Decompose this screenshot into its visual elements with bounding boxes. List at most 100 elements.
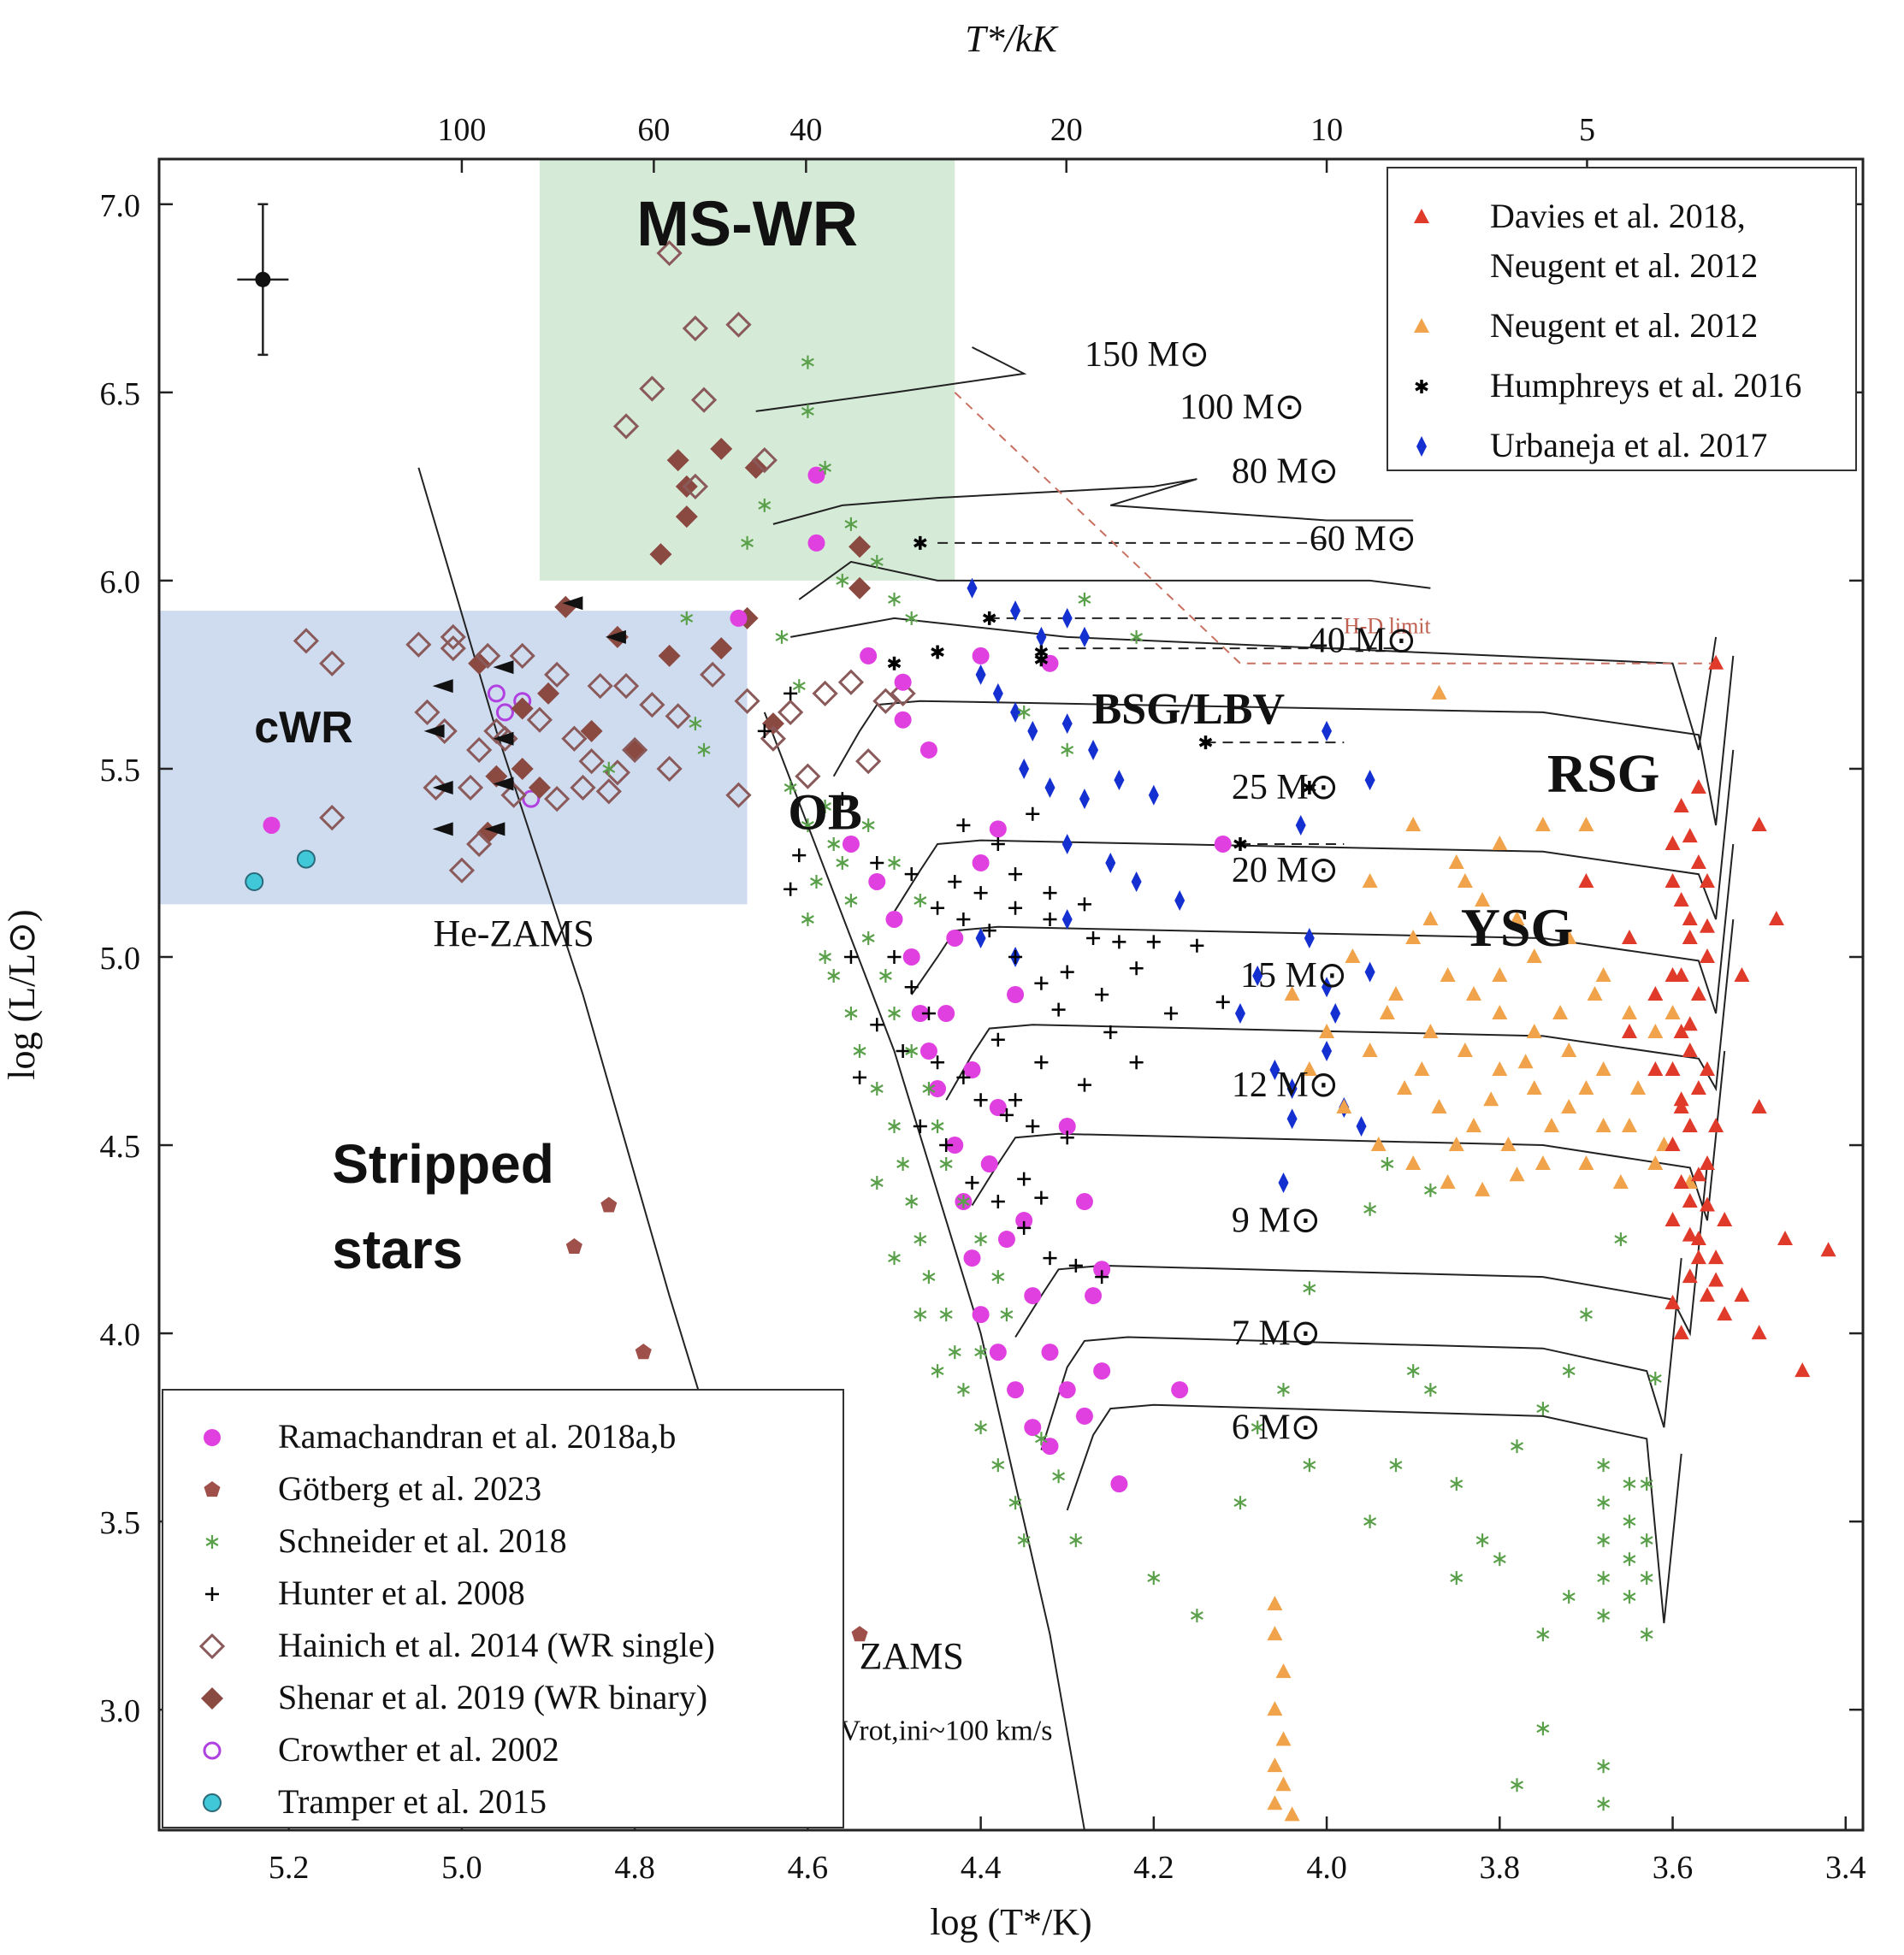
neugent-et-al-2012-point: [1483, 1091, 1499, 1107]
neugent-et-al-2012-point: [1534, 816, 1551, 831]
hunter-et-al-2008-point: [1129, 1055, 1144, 1070]
schneider-et-al-2018-point: [1597, 1609, 1611, 1623]
label-bsg-lbv: BSG/LBV: [1092, 685, 1285, 734]
neugent-et-al-2012-point: [1595, 966, 1611, 982]
hainich-et-al-2014-wr-single-point: [890, 680, 916, 707]
neugent-et-al-2012-point: [1465, 986, 1481, 1001]
neugent-et-al-2012-point: [1422, 1024, 1439, 1039]
ramachandran-et-al-2018a-b-point: [1171, 1381, 1189, 1399]
humphreys-et-al-2016-point: [1233, 837, 1247, 851]
y-tick-label: 4.5: [100, 1129, 141, 1165]
urbaneja-et-al-2017-point: [1148, 784, 1159, 806]
hunter-et-al-2008-point: [999, 1107, 1014, 1122]
schneider-et-al-2018-point: [888, 1119, 901, 1133]
legend-bottom-left-box: [162, 1389, 844, 1828]
davies-et-al-2018-neugent-et-al-2012-point: [1665, 872, 1681, 888]
evolution-track-60-msun: [798, 560, 1431, 600]
ramachandran-et-al-2018a-b-point: [868, 872, 886, 890]
ramachandran-et-al-2018a-b-point: [963, 1249, 981, 1267]
ramachandran-et-al-2018a-b-point: [1093, 1362, 1111, 1380]
schneider-et-al-2018-point: [939, 1157, 953, 1171]
hunter-et-al-2008-point: [783, 686, 798, 700]
davies-et-al-2018-neugent-et-al-2012-point: [1717, 1306, 1733, 1321]
track-label: 80 M⊙: [1232, 452, 1339, 491]
top-tick-label: 10: [1310, 112, 1343, 148]
neugent-et-al-2012-point: [1517, 1054, 1534, 1069]
neugent-et-al-2012-point: [1422, 910, 1439, 925]
humphreys-et-al-2016-point: [887, 656, 902, 670]
hunter-et-al-2008-point: [1112, 935, 1126, 949]
schneider-et-al-2018-point: [1623, 1590, 1636, 1604]
legend-layer: Davies et al. 2018, Neugent et al. 2012 Ne…: [162, 167, 1857, 1828]
hunter-et-al-2008-point: [757, 724, 772, 738]
urbaneja-et-al-2017-point: [1295, 814, 1306, 836]
legend-label: Crowther et al. 2002: [278, 1730, 559, 1769]
schneider-et-al-2018-point: [1640, 1627, 1653, 1642]
schneider-et-al-2018-point: [948, 1345, 961, 1360]
top-tick-label: 40: [789, 112, 822, 148]
neugent-et-al-2012-point: [1448, 1137, 1464, 1152]
schneider-et-al-2018-point: [819, 800, 832, 813]
schneider-et-al-2018-point: [1536, 1402, 1550, 1416]
schneider-et-al-2018-point: [1000, 1308, 1014, 1322]
schneider-et-al-2018-point: [1493, 1552, 1506, 1567]
urbaneja-et-al-2017-point: [1061, 833, 1073, 854]
neugent-et-al-2012-point: [1561, 929, 1577, 944]
track-layer: [417, 346, 1735, 1830]
schneider-et-al-2018-point: [914, 1232, 927, 1247]
hunter-et-al-2008-point: [990, 1032, 1005, 1047]
schneider-et-al-2018-point: [801, 913, 814, 926]
hunter-et-al-2008-point: [1034, 1190, 1049, 1205]
label-ob: OB: [788, 783, 862, 840]
schneider-et-al-2018-point: [1614, 1232, 1628, 1247]
neugent-et-al-2012-point: [1275, 1663, 1292, 1679]
hunter-et-al-2008-point: [1051, 1002, 1066, 1017]
davies-et-al-2018-neugent-et-al-2012-point: [1751, 1325, 1767, 1340]
schneider-et-al-2018-point: [1511, 1439, 1524, 1454]
hunter-et-al-2008-point: [1043, 1251, 1057, 1266]
neugent-et-al-2012-point: [1362, 872, 1378, 888]
schneider-et-al-2018-point: [888, 592, 901, 606]
urbaneja-et-al-2017-point: [1322, 1041, 1333, 1062]
hunter-et-al-2008-point: [921, 1007, 936, 1020]
shenar-et-al-2019-wr-binary-point: [744, 456, 767, 479]
davies-et-al-2018-neugent-et-al-2012-point: [1690, 853, 1706, 869]
neugent-et-al-2012-point: [1595, 1118, 1611, 1133]
hainich-et-al-2014-wr-single-point: [682, 315, 709, 342]
hainich-et-al-2014-wr-single-point: [795, 763, 821, 789]
davies-et-al-2018-neugent-et-al-2012-point: [1699, 1155, 1715, 1171]
axis-layer: 5.2 5.0 4.8 4.6 4.4 4.2 4.0 3.8 3.6 3.4 3.0 3.5 4.0 4…: [1, 18, 1866, 1943]
neugent-et-al-2012-point: [1431, 1099, 1447, 1114]
shenar-et-al-2019-wr-binary-point: [666, 449, 689, 472]
hainich-et-al-2014-wr-single-point: [293, 628, 320, 654]
schneider-et-al-2018-point: [861, 818, 875, 832]
track-label: 60 M⊙: [1310, 520, 1416, 559]
y-tick-label: 3.0: [100, 1693, 141, 1729]
ramachandran-et-al-2018a-b-point: [1007, 986, 1025, 1003]
ramachandran-et-al-2018a-b-point: [263, 816, 281, 834]
ramachandran-et-al-2018a-b-point: [911, 1005, 929, 1023]
shenar-et-al-2019-wr-binary-point: [675, 475, 698, 498]
ramachandran-et-al-2018a-b-point: [1015, 1212, 1033, 1230]
neugent-et-al-2012-point: [1397, 1080, 1413, 1096]
hunter-et-al-2008-point: [1026, 1119, 1040, 1134]
davies-et-al-2018-neugent-et-al-2012-point: [1665, 1212, 1681, 1227]
schneider-et-al-2018-point: [1562, 1590, 1576, 1604]
urbaneja-et-al-2017-point: [1105, 852, 1116, 873]
neugent-et-al-2012-point: [1448, 853, 1464, 869]
ramachandran-et-al-2018a-b-point: [842, 835, 860, 853]
hunter-et-al-2008-point: [792, 848, 807, 863]
wedge-arrow: [493, 777, 514, 791]
legend-marker-shenar-et-al-2019-wr-binary: [201, 1687, 223, 1710]
ramachandran-et-al-2018a-b-point: [1075, 1407, 1093, 1425]
crowther-et-al-2002-point: [495, 703, 514, 722]
hainich-et-al-2014-wr-single-point: [612, 413, 640, 440]
legend-label: Schneider et al. 2018: [278, 1521, 567, 1560]
schneider-et-al-2018-point: [1363, 1515, 1377, 1529]
shenar-et-al-2019-wr-binary-point: [710, 637, 733, 660]
schneider-et-al-2018-point: [1623, 1477, 1636, 1491]
hunter-et-al-2008-point: [956, 818, 971, 832]
davies-et-al-2018-neugent-et-al-2012-point: [1673, 891, 1689, 907]
neugent-et-al-2012-point: [1552, 1005, 1569, 1020]
urbaneja-et-al-2017-point: [1019, 758, 1030, 779]
